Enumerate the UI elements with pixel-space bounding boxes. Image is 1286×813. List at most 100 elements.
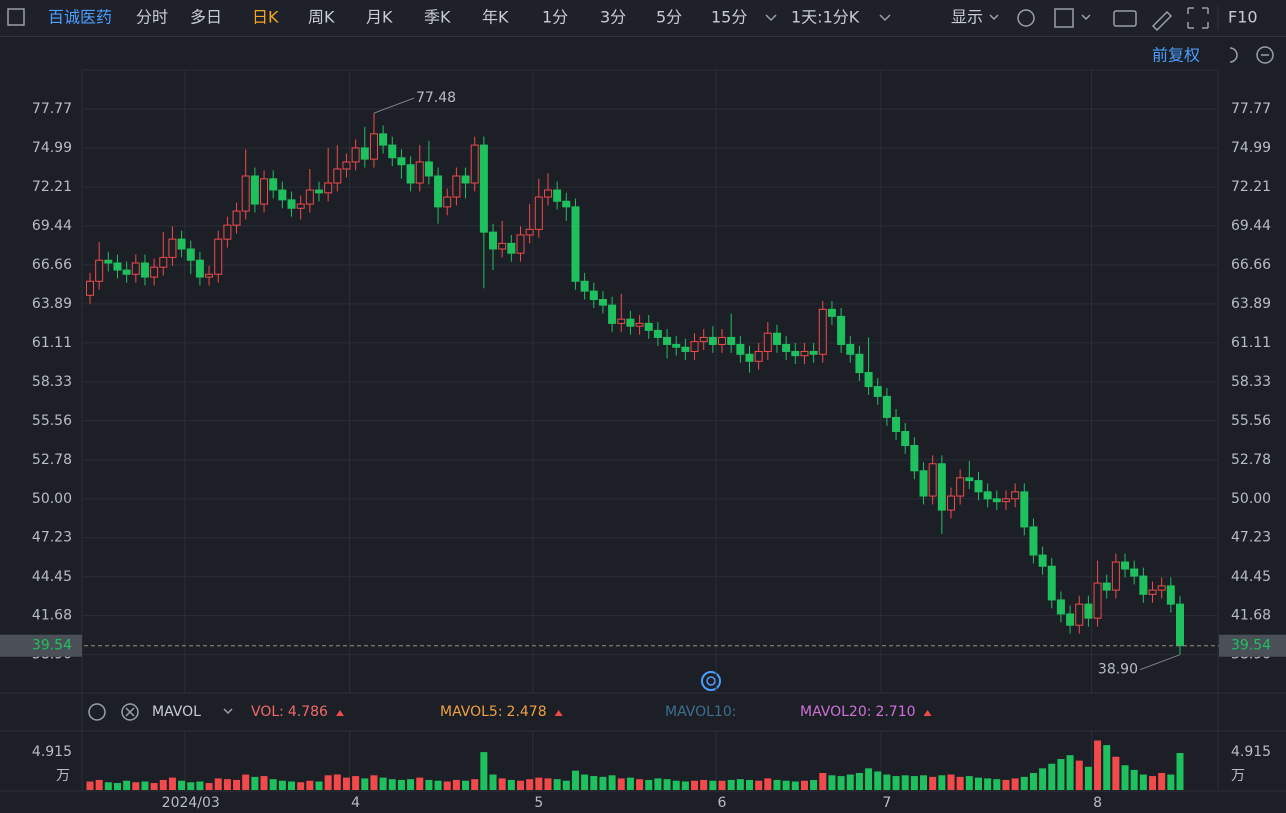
locate-icon[interactable] — [701, 671, 721, 691]
indicator-label: MAVOL5: — [440, 704, 503, 720]
candle-body — [205, 273, 214, 278]
volume-bar — [645, 779, 653, 790]
stock-name[interactable]: 百诚医药 — [48, 8, 112, 27]
period-tab[interactable]: 分时 — [136, 8, 168, 27]
candle-body — [1001, 498, 1010, 503]
period-tab[interactable]: 年K — [482, 8, 509, 27]
candle-body — [287, 199, 296, 209]
candle-body — [827, 308, 836, 317]
period-tab[interactable]: 1分 — [542, 8, 568, 27]
candle-body — [406, 164, 415, 184]
volume-bar — [498, 778, 506, 790]
volume-bar — [507, 779, 515, 790]
volume-bar — [260, 776, 268, 790]
indicator-label: VOL: — [251, 704, 284, 720]
interval-dropdown[interactable] — [879, 14, 891, 22]
volume-bar — [544, 778, 552, 790]
y-tick-label: 52.78 — [32, 452, 72, 468]
volume-bar — [425, 779, 433, 790]
candle-body — [699, 336, 708, 343]
period-tab[interactable]: 多日 — [190, 8, 222, 27]
candle-body — [928, 463, 937, 497]
volume-bar — [929, 776, 937, 790]
draw-icon[interactable] — [1151, 10, 1173, 32]
candle-body — [727, 336, 736, 345]
period-tab[interactable]: 15分 — [711, 8, 747, 27]
interval[interactable]: 1天:1分K — [791, 8, 860, 27]
candle-body — [617, 318, 626, 324]
volume-bar — [800, 780, 808, 790]
indicator-close[interactable] — [121, 703, 139, 721]
camera-icon[interactable] — [1113, 10, 1137, 27]
y-tick-label: 55.56 — [32, 413, 72, 429]
volume-bar — [984, 778, 992, 790]
candle-body — [1121, 561, 1130, 570]
candle-body — [791, 350, 800, 357]
y-tick-label: 50.00 — [32, 491, 72, 507]
period-tab[interactable]: 周K — [308, 8, 335, 27]
candle-body — [571, 206, 580, 282]
y-tick-label: 4.915 — [32, 744, 72, 760]
candle-body — [598, 299, 607, 306]
fullscreen-icon[interactable] — [1187, 7, 1209, 29]
adjust-mode[interactable]: 前复权 — [1152, 46, 1200, 65]
f10[interactable]: F10 — [1228, 8, 1258, 27]
volume-bar — [1075, 760, 1083, 790]
volume-bar — [187, 782, 195, 790]
volume-bar — [681, 781, 689, 790]
candle-body — [1029, 526, 1038, 556]
more-periods[interactable] — [765, 14, 777, 22]
candle-body — [736, 343, 745, 355]
period-tab[interactable]: 季K — [424, 8, 451, 27]
y-tick-label: 72.21 — [32, 179, 72, 195]
indicator-settings[interactable] — [88, 703, 106, 721]
candle-body — [855, 353, 864, 374]
period-tab[interactable]: 日K — [252, 8, 279, 27]
candle-body — [553, 189, 562, 202]
sidebar-toggle[interactable] — [7, 8, 25, 26]
last-price-label: 39.54 — [32, 638, 72, 654]
period-tab[interactable]: 5分 — [656, 8, 682, 27]
candle-body — [296, 203, 305, 209]
candle-body — [214, 238, 223, 275]
y-tick-label: 41.68 — [32, 608, 72, 624]
candle-body — [1011, 491, 1020, 500]
volume-bar — [132, 782, 140, 790]
reset-icon[interactable] — [1229, 47, 1238, 63]
display-menu[interactable]: 显示 — [951, 8, 983, 27]
indicator-name[interactable]: MAVOL — [152, 704, 201, 720]
last-price-box — [0, 634, 82, 657]
volume-bar — [434, 780, 442, 790]
candle-body — [489, 231, 498, 250]
volume-bar — [123, 780, 131, 790]
volume-bar — [361, 778, 369, 790]
period-tab[interactable]: 月K — [366, 8, 393, 27]
candle-body — [1047, 565, 1056, 601]
y2-tick-label: 41.68 — [1231, 608, 1271, 624]
candle-body — [772, 332, 781, 345]
candle-body — [168, 238, 177, 258]
candle-body — [516, 234, 525, 254]
volume-bar — [104, 782, 112, 790]
y2-tick-label: 58.33 — [1231, 374, 1271, 390]
volume-bar — [196, 781, 204, 790]
indicator-value: 2.710 — [875, 704, 915, 720]
display-dropdown[interactable] — [989, 14, 999, 21]
volume-bar — [1149, 776, 1157, 790]
volume-bar — [150, 783, 158, 790]
checkbox-icon[interactable] — [1054, 8, 1074, 28]
indicator-dropdown[interactable] — [223, 708, 233, 715]
zoom-out-icon[interactable] — [1256, 46, 1274, 64]
period-tab[interactable]: 3分 — [600, 8, 626, 27]
volume-bar — [910, 776, 918, 790]
volume-bar — [590, 776, 598, 790]
x-tick-label: 8 — [1093, 795, 1102, 811]
volume-bar — [965, 776, 973, 790]
candle-body — [1111, 561, 1120, 591]
settings-icon[interactable] — [1017, 9, 1035, 27]
candle-body — [1084, 603, 1093, 619]
volume-bar — [599, 776, 607, 790]
volume-bar — [1167, 774, 1175, 790]
volume-bar — [214, 778, 222, 790]
volume-bar — [1029, 772, 1037, 790]
